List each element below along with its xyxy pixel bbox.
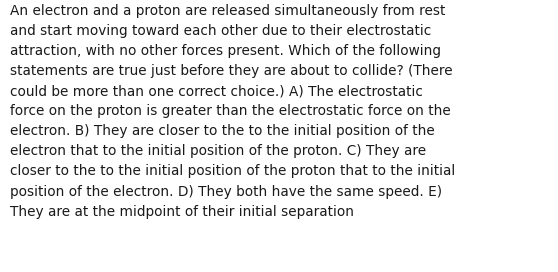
Text: An electron and a proton are released simultaneously from rest
and start moving : An electron and a proton are released si… (10, 4, 455, 219)
